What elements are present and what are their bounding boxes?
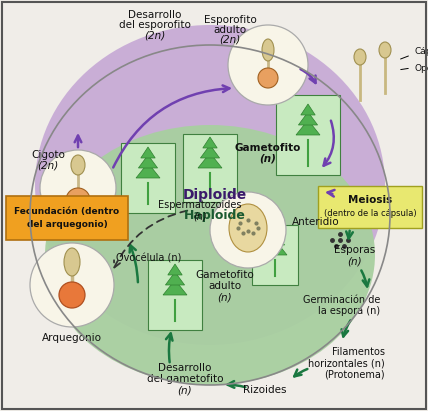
Text: del arquegonio): del arquegonio) (27, 219, 107, 229)
FancyBboxPatch shape (276, 95, 340, 175)
Text: Rizoides: Rizoides (243, 385, 287, 395)
Ellipse shape (262, 39, 274, 61)
Text: (Protonema): (Protonema) (324, 369, 385, 379)
Polygon shape (200, 145, 220, 158)
FancyBboxPatch shape (183, 134, 237, 201)
Text: Desarrollo: Desarrollo (158, 363, 212, 373)
Polygon shape (265, 232, 285, 245)
Polygon shape (141, 147, 155, 158)
Text: (2n): (2n) (144, 30, 166, 40)
Text: (n): (n) (218, 292, 232, 302)
Text: del esporofito: del esporofito (119, 20, 191, 30)
Text: adulto: adulto (214, 25, 247, 35)
Text: (2n): (2n) (220, 35, 241, 45)
Ellipse shape (64, 248, 80, 276)
Ellipse shape (229, 204, 267, 252)
Text: Espermatozoides: Espermatozoides (158, 200, 242, 210)
Text: (n): (n) (178, 385, 192, 395)
Circle shape (258, 68, 278, 88)
Text: Filamentos: Filamentos (332, 347, 385, 357)
Text: Gametofito: Gametofito (235, 143, 301, 153)
FancyBboxPatch shape (252, 225, 298, 285)
Text: Esporofito: Esporofito (204, 15, 256, 25)
Polygon shape (138, 155, 158, 168)
FancyBboxPatch shape (148, 260, 202, 330)
Circle shape (40, 150, 116, 226)
Text: Diploide: Diploide (183, 188, 247, 202)
Polygon shape (301, 104, 315, 115)
Polygon shape (136, 163, 160, 178)
Text: Arquegonio: Arquegonio (42, 333, 102, 343)
Text: Fecundación (dentro: Fecundación (dentro (15, 206, 119, 215)
Text: Germinación de: Germinación de (303, 295, 380, 305)
Text: del gametofito: del gametofito (147, 374, 223, 384)
Circle shape (228, 25, 308, 105)
Polygon shape (268, 224, 282, 235)
Text: (n): (n) (348, 256, 363, 266)
Polygon shape (203, 137, 217, 148)
Ellipse shape (71, 155, 85, 175)
Text: Haploide: Haploide (184, 208, 246, 222)
Circle shape (30, 243, 114, 327)
Ellipse shape (379, 42, 391, 58)
Polygon shape (168, 264, 182, 275)
Circle shape (210, 192, 286, 268)
Ellipse shape (354, 49, 366, 65)
Ellipse shape (45, 125, 375, 385)
Polygon shape (163, 280, 187, 295)
Text: (n): (n) (259, 153, 276, 163)
Text: Opérculo: Opérculo (415, 63, 428, 73)
Text: (dentro de la cápsula): (dentro de la cápsula) (324, 208, 416, 217)
FancyBboxPatch shape (318, 186, 422, 228)
Circle shape (66, 188, 90, 212)
Polygon shape (198, 153, 222, 168)
Text: (n): (n) (193, 211, 207, 221)
Circle shape (59, 282, 85, 308)
Text: Anteridio: Anteridio (292, 217, 340, 227)
Text: Desarrollo: Desarrollo (128, 10, 182, 20)
Polygon shape (296, 120, 320, 135)
Text: Esporas: Esporas (334, 245, 376, 255)
Polygon shape (263, 240, 287, 255)
FancyBboxPatch shape (6, 196, 128, 240)
Text: Gametofito: Gametofito (196, 270, 254, 280)
Text: Meiosis: Meiosis (348, 195, 392, 205)
Text: Ovocélula (n): Ovocélula (n) (116, 253, 181, 263)
Polygon shape (165, 272, 184, 285)
Ellipse shape (35, 25, 385, 345)
Polygon shape (298, 112, 318, 125)
Text: horizontales (n): horizontales (n) (308, 358, 385, 368)
FancyBboxPatch shape (121, 143, 175, 213)
Text: Cápsula: Cápsula (415, 48, 428, 56)
Text: la espora (n): la espora (n) (318, 306, 380, 316)
Text: adulto: adulto (208, 281, 241, 291)
Text: (2n): (2n) (37, 160, 59, 170)
Text: Cigoto: Cigoto (31, 150, 65, 160)
